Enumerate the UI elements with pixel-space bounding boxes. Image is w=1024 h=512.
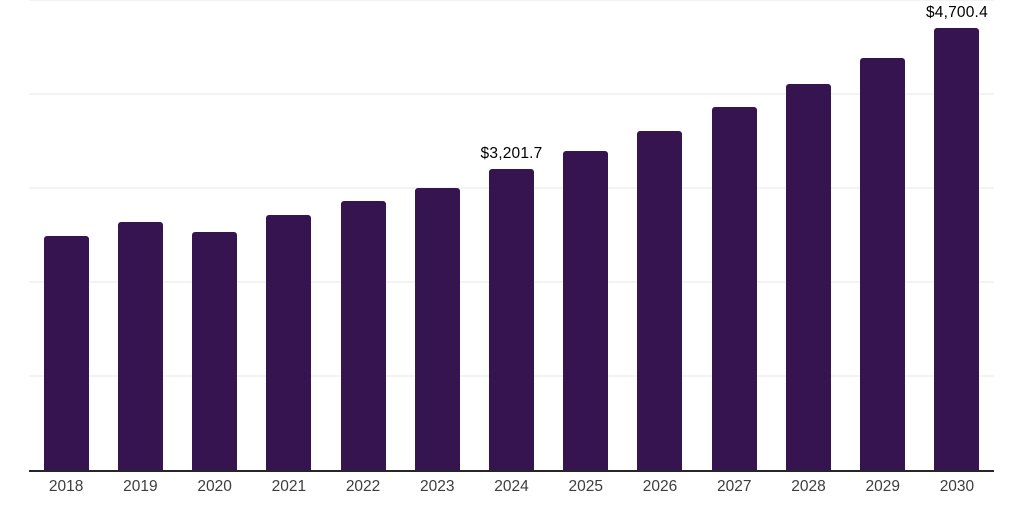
data-label-2030: $4,700.4: [925, 4, 988, 22]
bar-cell-2019: [103, 0, 177, 470]
bar-2022: [340, 201, 386, 470]
x-tick-2029: 2029: [865, 478, 900, 495]
x-tick-2030: 2030: [939, 478, 975, 495]
x-tick-2026: 2026: [642, 478, 678, 495]
x-tick-2023: 2023: [420, 478, 455, 495]
bar-cell-2025: [549, 0, 623, 470]
bar-cell-2023: [400, 0, 474, 470]
bar-2023: [414, 188, 460, 470]
gridline-4000: [29, 93, 994, 95]
bar-2024: [489, 169, 535, 470]
bar-2026: [637, 130, 683, 470]
bar-2018: [43, 235, 89, 470]
x-tick-2024: 2024: [494, 478, 529, 495]
bar-cell-2020: [177, 0, 251, 470]
bar-2029: [860, 58, 906, 470]
bar-2021: [266, 215, 312, 470]
x-tick-2028: 2028: [791, 478, 826, 495]
bar-cell-2029: [846, 0, 920, 470]
bar-cell-2018: [29, 0, 103, 470]
bar-cell-2028: [771, 0, 845, 470]
plot-area: $3,201.7 $4,700.4: [29, 0, 994, 472]
x-tick-2020: 2020: [197, 478, 232, 495]
bar-cell-2026: [623, 0, 697, 470]
x-tick-2027: 2027: [716, 478, 752, 495]
bar-2028: [785, 83, 831, 470]
bar-2030: [934, 28, 980, 470]
x-tick-2019: 2019: [123, 478, 158, 495]
x-tick-2021: 2021: [271, 478, 307, 495]
bar-2027: [711, 107, 757, 470]
x-tick-2018: 2018: [48, 478, 84, 495]
data-label-2024: $3,201.7: [480, 145, 543, 163]
bars-row: $3,201.7 $4,700.4: [29, 0, 994, 470]
bar-2020: [192, 232, 238, 470]
bar-cell-2027: [697, 0, 771, 470]
bar-2025: [563, 151, 609, 470]
bar-cell-2021: [252, 0, 326, 470]
bar-cell-2022: [326, 0, 400, 470]
bar-2019: [117, 221, 163, 470]
x-tick-2022: 2022: [345, 478, 381, 495]
x-tick-2025: 2025: [568, 478, 603, 495]
bar-cell-2024: $3,201.7: [474, 0, 548, 470]
gridline-5000: [29, 0, 994, 1]
bar-cell-2030: $4,700.4: [920, 0, 994, 470]
x-axis-tick-labels: 2018 2019 2020 2021 2022 2023 2024 2025 2026 2027…: [29, 478, 994, 496]
